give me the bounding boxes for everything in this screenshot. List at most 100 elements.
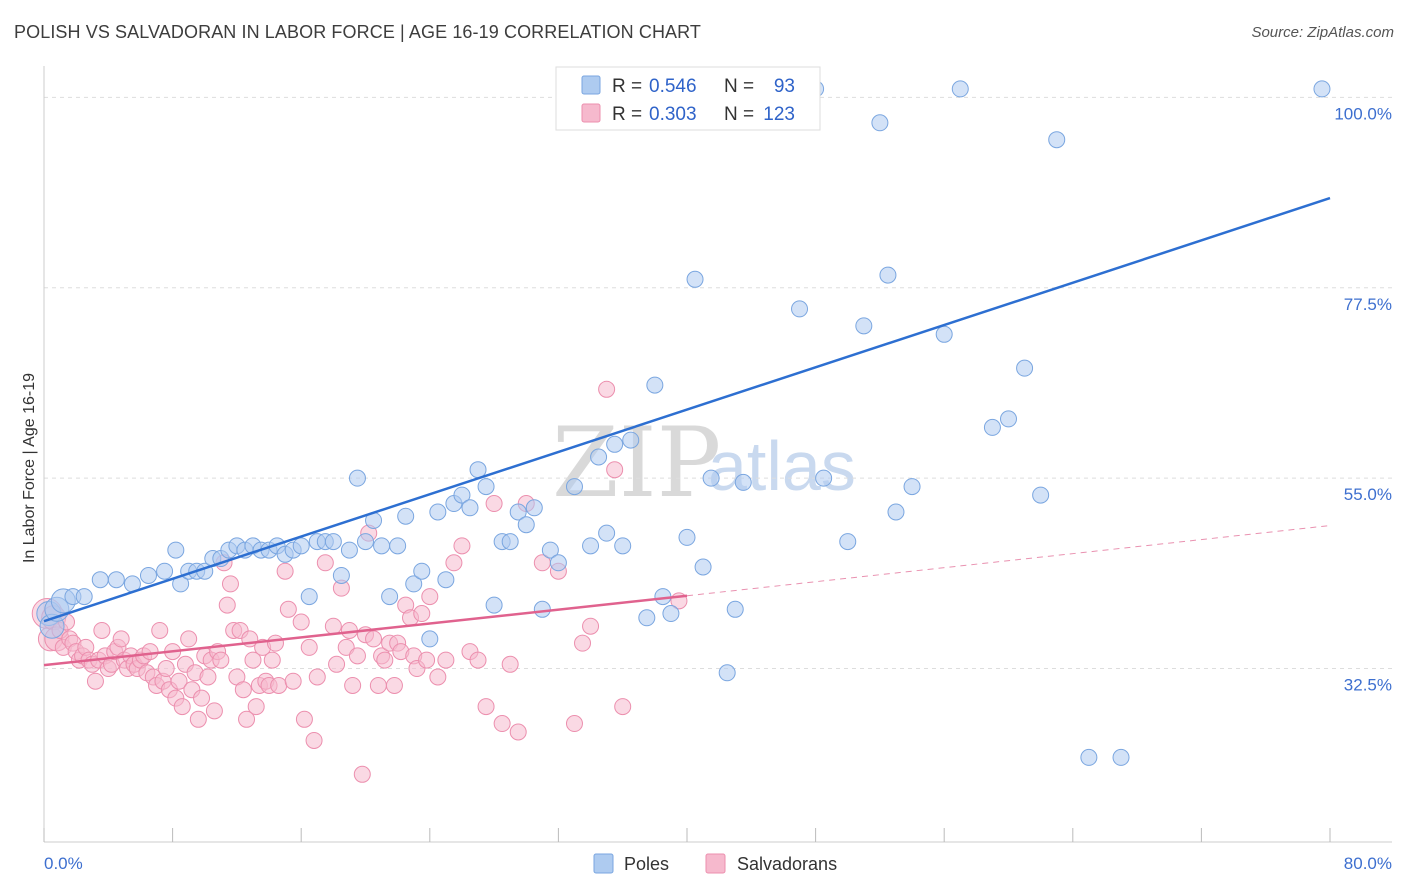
poles-point (590, 448, 608, 466)
poles-point (477, 478, 495, 496)
poles-point (662, 605, 680, 623)
poles-point (324, 533, 342, 551)
poles-point (1032, 486, 1050, 504)
poles-point (598, 524, 616, 542)
chart-title: POLISH VS SALVADORAN IN LABOR FORCE | AG… (14, 22, 702, 42)
poles-point (718, 664, 736, 682)
poles-point (167, 541, 185, 559)
poles-trend-line (43, 196, 1331, 623)
salvadorans-point (270, 676, 288, 694)
salvadorans-point (266, 634, 284, 652)
salvadorans-point (305, 731, 323, 749)
poles-point (887, 503, 905, 521)
y-axis-title: In Labor Force | Age 16-19 (21, 373, 38, 563)
poles-point (983, 418, 1001, 436)
poles-point (517, 516, 535, 534)
salvadorans-point (263, 651, 281, 669)
salvadorans-point (598, 380, 616, 398)
salvadorans-point (189, 710, 207, 728)
poles-point (1016, 359, 1034, 377)
salvadorans-point (218, 596, 236, 614)
bottom-legend-salvadorans: Salvadorans (737, 854, 837, 874)
salvadorans-point (284, 672, 302, 690)
salvadorans-point (453, 537, 471, 555)
salvadorans-point (316, 554, 334, 572)
poles-point (582, 537, 600, 555)
poles-point (91, 571, 109, 589)
salvadorans-point (565, 715, 583, 733)
salvadorans-point (112, 630, 130, 648)
salvadorans-point (501, 655, 519, 673)
poles-point (565, 478, 583, 496)
poles-point (1080, 748, 1098, 766)
poles-point (373, 537, 391, 555)
salvadorans-point (221, 575, 239, 593)
salvadorans-point (295, 710, 313, 728)
salvadorans-point (193, 689, 211, 707)
salvadorans-point (437, 651, 455, 669)
watermark-zip: ZIP (552, 407, 721, 519)
salvadorans-point (170, 672, 188, 690)
poles-point (726, 600, 744, 618)
legend-salvadorans-n-value: 123 (763, 104, 795, 125)
watermark-atlas: atlas (708, 427, 856, 505)
poles-point (646, 376, 664, 394)
salvadorans-point (141, 643, 159, 661)
poles-point (405, 575, 423, 593)
poles-point (606, 435, 624, 453)
poles-point (839, 533, 857, 551)
poles-point (614, 537, 632, 555)
poles-point (107, 571, 125, 589)
poles-point (389, 537, 407, 555)
y-tick-label: 55.0% (1344, 485, 1392, 504)
salvadorans-point (93, 621, 111, 639)
salvadorans-point (279, 600, 297, 618)
poles-point (75, 588, 93, 606)
poles-point (1048, 131, 1066, 149)
poles-point (397, 507, 415, 525)
legend-salvadorans-n-label: N = (724, 104, 754, 125)
legend-salvadorans-r-label: R = (612, 104, 642, 125)
poles-point (855, 317, 873, 335)
poles-point (461, 499, 479, 517)
poles-points (36, 80, 1331, 766)
salvadorans-point (445, 554, 463, 572)
poles-point (734, 473, 752, 491)
salvadorans-point (328, 655, 346, 673)
legend-poles-n-label: N = (724, 76, 754, 97)
salvadorans-point (353, 765, 371, 783)
poles-point (357, 533, 374, 551)
salvadorans-trend-extension (686, 525, 1331, 597)
salvadorans-point (205, 702, 223, 720)
salvadorans-point (418, 651, 436, 669)
salvadorans-trend-line (43, 594, 688, 667)
gridlines (44, 96, 1392, 670)
salvadorans-point (582, 617, 600, 635)
salvadorans-point (413, 605, 431, 623)
poles-point (533, 600, 551, 618)
poles-point (791, 300, 809, 318)
salvadorans-point (574, 634, 592, 652)
poles-point (525, 499, 543, 517)
poles-point (1000, 410, 1017, 428)
salvadorans-point (173, 698, 191, 716)
salvadorans-point (234, 681, 252, 699)
salvadorans-point (337, 638, 355, 656)
salvadorans-point (469, 651, 487, 669)
poles-point (413, 562, 431, 580)
legend-salvadorans-swatch (581, 103, 601, 123)
source-label: Source: ZipAtlas.com (1251, 24, 1394, 41)
legend-poles-r-value: 0.546 (649, 76, 697, 97)
salvadorans-point (385, 676, 403, 694)
bottom-legend-salvadorans-swatch (705, 853, 726, 874)
poles-point (509, 503, 527, 521)
legend-salvadorans-r-value: 0.303 (649, 104, 697, 125)
poles-point (340, 541, 358, 559)
poles-point (549, 554, 567, 572)
salvadorans-point (348, 647, 366, 665)
legend-poles-swatch (581, 75, 601, 95)
poles-point (429, 503, 447, 521)
y-tick-label: 32.5% (1344, 676, 1392, 695)
poles-point (421, 630, 439, 648)
